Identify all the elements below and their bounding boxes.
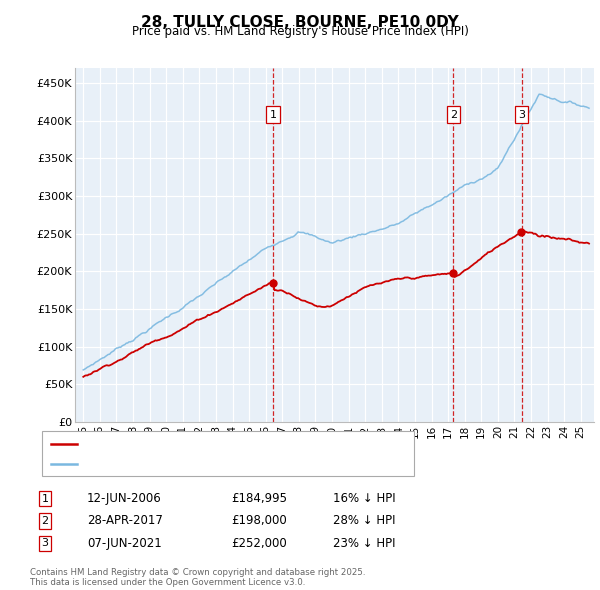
Text: 28, TULLY CLOSE, BOURNE, PE10 0DY: 28, TULLY CLOSE, BOURNE, PE10 0DY <box>141 15 459 30</box>
Text: £184,995: £184,995 <box>231 492 287 505</box>
Text: 12-JUN-2006: 12-JUN-2006 <box>87 492 162 505</box>
Text: 3: 3 <box>518 110 525 120</box>
Text: 1: 1 <box>41 494 49 503</box>
Text: Price paid vs. HM Land Registry's House Price Index (HPI): Price paid vs. HM Land Registry's House … <box>131 25 469 38</box>
Text: 23% ↓ HPI: 23% ↓ HPI <box>333 537 395 550</box>
Text: This data is licensed under the Open Government Licence v3.0.: This data is licensed under the Open Gov… <box>30 578 305 587</box>
Text: £252,000: £252,000 <box>231 537 287 550</box>
Text: 2: 2 <box>450 110 457 120</box>
Text: 2: 2 <box>41 516 49 526</box>
Text: 3: 3 <box>41 539 49 548</box>
Text: 28, TULLY CLOSE, BOURNE, PE10 0DY (detached house): 28, TULLY CLOSE, BOURNE, PE10 0DY (detac… <box>81 439 370 448</box>
Text: HPI: Average price, detached house, South Kesteven: HPI: Average price, detached house, Sout… <box>81 460 355 470</box>
Text: 28-APR-2017: 28-APR-2017 <box>87 514 163 527</box>
Text: 1: 1 <box>269 110 277 120</box>
Text: £198,000: £198,000 <box>231 514 287 527</box>
Text: 28% ↓ HPI: 28% ↓ HPI <box>333 514 395 527</box>
Text: 07-JUN-2021: 07-JUN-2021 <box>87 537 162 550</box>
Text: Contains HM Land Registry data © Crown copyright and database right 2025.: Contains HM Land Registry data © Crown c… <box>30 568 365 576</box>
Text: 16% ↓ HPI: 16% ↓ HPI <box>333 492 395 505</box>
